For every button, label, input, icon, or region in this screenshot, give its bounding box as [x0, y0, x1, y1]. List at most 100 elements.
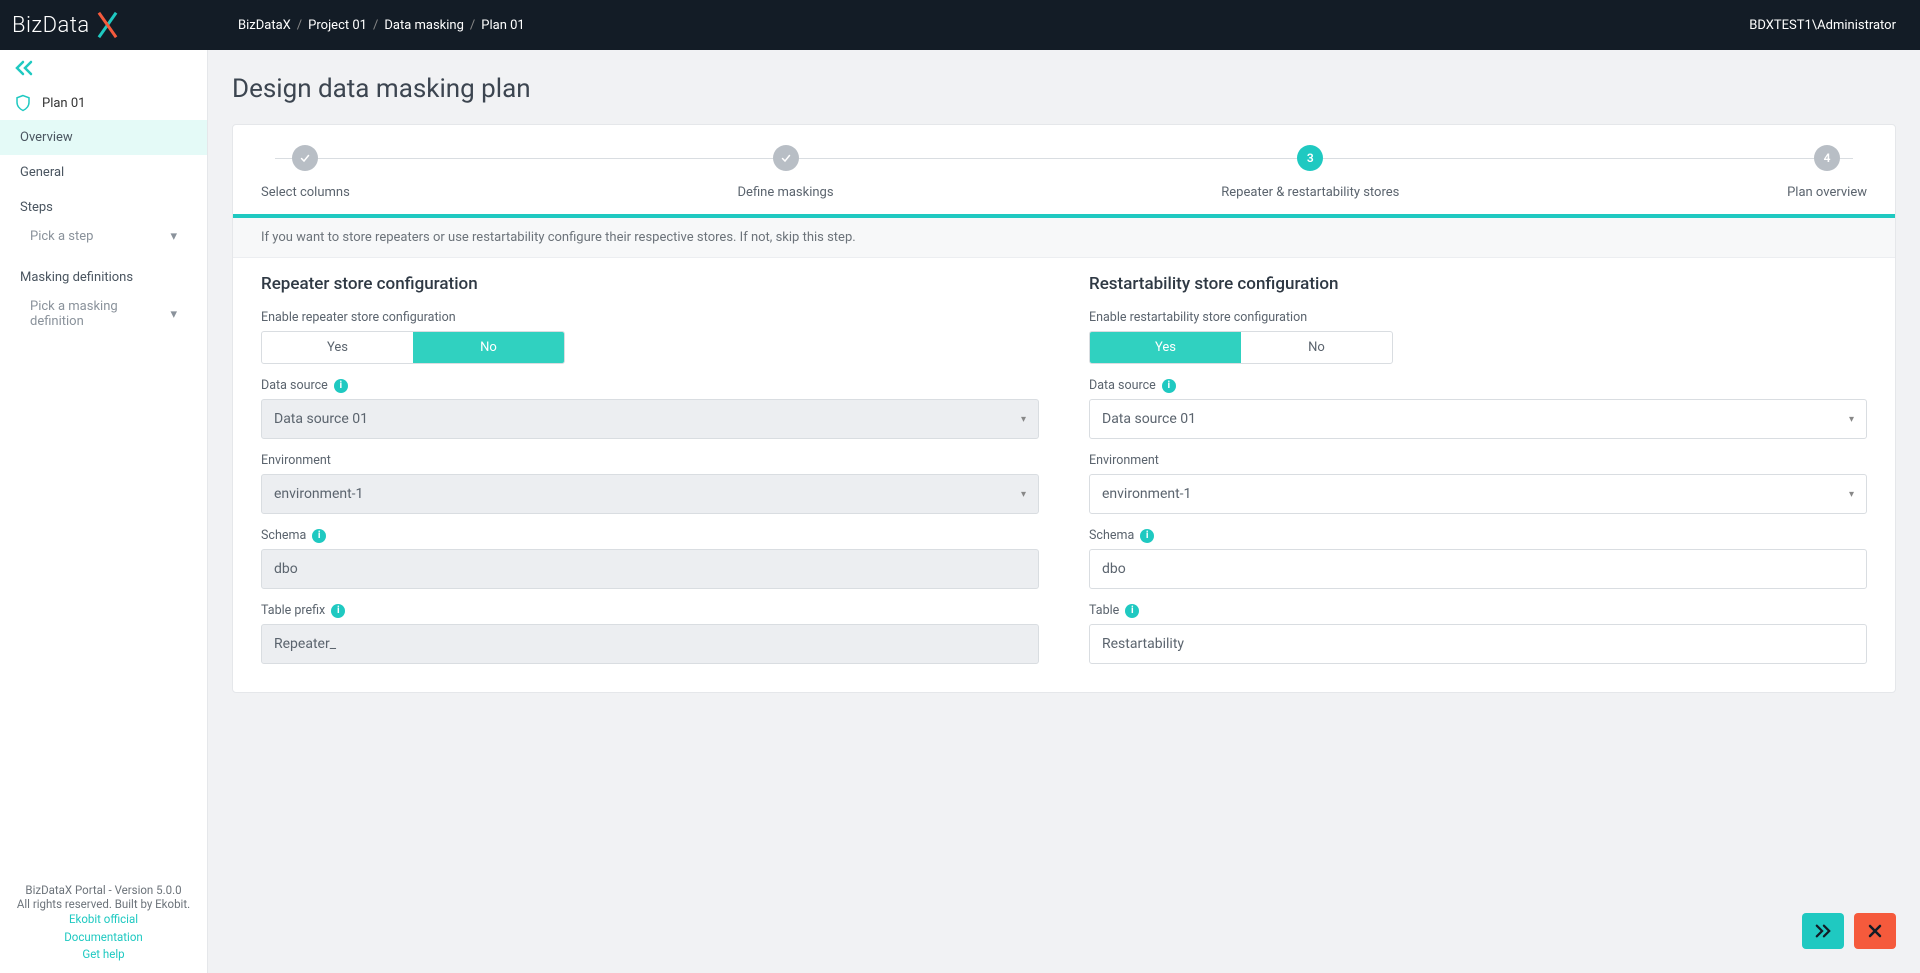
select-value: environment-1: [274, 486, 363, 502]
copyright: All rights reserved. Built by Ekobit.: [10, 897, 197, 911]
step-dot-active: 3: [1297, 145, 1323, 171]
sidebar-collapse-button[interactable]: [0, 50, 207, 86]
maskdef-picker[interactable]: Pick a masking definition ▾: [20, 291, 187, 337]
repeater-schema-label: Schema i: [261, 528, 1039, 543]
info-icon[interactable]: i: [1125, 604, 1139, 618]
repeater-environment-select[interactable]: environment-1 ▾: [261, 474, 1039, 514]
chevrons-left-icon: [14, 59, 34, 77]
sidebar-plan-header[interactable]: Plan 01: [0, 86, 207, 120]
breadcrumb-sep: /: [373, 18, 378, 33]
step-dot-todo: 4: [1814, 145, 1840, 171]
restart-schema-input[interactable]: dbo: [1089, 549, 1867, 589]
app-version: BizDataX Portal - Version 5.0.0: [10, 883, 197, 897]
app-logo: BizData: [0, 12, 208, 38]
restart-table-input[interactable]: Restartability: [1089, 624, 1867, 664]
toggle-no[interactable]: No: [413, 332, 564, 363]
check-icon: [780, 152, 792, 164]
sidebar: Plan 01 Overview General Steps Pick a st…: [0, 50, 208, 973]
sidebar-footer: BizDataX Portal - Version 5.0.0 All righ…: [0, 873, 207, 973]
plan-name: Plan 01: [42, 96, 85, 111]
toggle-yes[interactable]: Yes: [262, 332, 413, 363]
caret-down-icon: ▾: [1849, 414, 1854, 425]
maskdef-picker-placeholder: Pick a masking definition: [30, 299, 170, 329]
input-value: dbo: [1102, 561, 1126, 577]
repeater-datasource-label: Data source i: [261, 378, 1039, 393]
select-value: environment-1: [1102, 486, 1191, 502]
close-icon: [1868, 924, 1882, 938]
repeater-schema-input[interactable]: dbo: [261, 549, 1039, 589]
check-icon: [299, 152, 311, 164]
step-label: Select columns: [261, 185, 350, 200]
wizard-actions: [1802, 913, 1896, 949]
sidebar-item-overview[interactable]: Overview: [0, 120, 207, 155]
select-value: Data source 01: [274, 411, 368, 427]
breadcrumb-item[interactable]: Data masking: [384, 18, 464, 33]
repeater-tableprefix-label: Table prefix i: [261, 603, 1039, 618]
repeater-tableprefix-input[interactable]: Repeater_: [261, 624, 1039, 664]
toggle-yes[interactable]: Yes: [1090, 332, 1241, 363]
repeater-store-section: Repeater store configuration Enable repe…: [261, 274, 1039, 664]
caret-down-icon: ▾: [1021, 489, 1026, 500]
step-dot-done: [773, 145, 799, 171]
caret-down-icon: ▾: [170, 307, 177, 322]
breadcrumb-sep: /: [470, 18, 475, 33]
input-value: Repeater_: [274, 636, 336, 652]
restart-environment-select[interactable]: environment-1 ▾: [1089, 474, 1867, 514]
enable-restart-toggle[interactable]: Yes No: [1089, 331, 1393, 364]
restartability-store-section: Restartability store configuration Enabl…: [1089, 274, 1867, 664]
restart-datasource-label: Data source i: [1089, 378, 1867, 393]
app-header: BizData BizDataX / Project 01 / Data mas…: [0, 0, 1920, 50]
breadcrumb-item[interactable]: Plan 01: [481, 18, 524, 33]
steps-picker-placeholder: Pick a step: [30, 229, 93, 244]
sidebar-section-steps: Steps: [0, 190, 207, 221]
restart-environment-label: Environment: [1089, 453, 1867, 468]
step-repeater-restartability[interactable]: 3 Repeater & restartability stores: [1221, 145, 1399, 200]
restart-schema-label: Schema i: [1089, 528, 1867, 543]
cancel-button[interactable]: [1854, 913, 1896, 949]
info-icon[interactable]: i: [334, 379, 348, 393]
toggle-no[interactable]: No: [1241, 332, 1392, 363]
select-value: Data source 01: [1102, 411, 1196, 427]
step-label: Plan overview: [1787, 185, 1867, 200]
breadcrumb: BizDataX / Project 01 / Data masking / P…: [208, 18, 525, 33]
current-user[interactable]: BDXTEST1\Administrator: [1749, 18, 1896, 33]
page-title: Design data masking plan: [232, 74, 1896, 104]
footer-link-ekobit[interactable]: Ekobit official: [10, 911, 197, 928]
breadcrumb-item[interactable]: BizDataX: [238, 18, 291, 33]
sidebar-section-maskdef: Masking definitions: [0, 260, 207, 291]
enable-repeater-label: Enable repeater store configuration: [261, 310, 1039, 325]
wizard-card: Select columns Define maskings 3 Repeate…: [232, 124, 1896, 693]
step-label: Repeater & restartability stores: [1221, 185, 1399, 200]
restart-table-label: Table i: [1089, 603, 1867, 618]
info-icon[interactable]: i: [312, 529, 326, 543]
repeater-environment-label: Environment: [261, 453, 1039, 468]
sidebar-item-general[interactable]: General: [0, 155, 207, 190]
step-plan-overview[interactable]: 4 Plan overview: [1787, 145, 1867, 200]
info-icon[interactable]: i: [331, 604, 345, 618]
wizard-stepper: Select columns Define maskings 3 Repeate…: [233, 125, 1895, 214]
footer-link-docs[interactable]: Documentation: [10, 929, 197, 946]
restart-datasource-select[interactable]: Data source 01 ▾: [1089, 399, 1867, 439]
input-value: dbo: [274, 561, 298, 577]
steps-picker[interactable]: Pick a step ▾: [20, 221, 187, 252]
step-dot-done: [292, 145, 318, 171]
section-heading: Repeater store configuration: [261, 274, 1039, 294]
caret-down-icon: ▾: [170, 229, 177, 244]
step-define-maskings[interactable]: Define maskings: [738, 145, 834, 200]
breadcrumb-sep: /: [297, 18, 302, 33]
logo-x-icon: [92, 12, 124, 38]
input-value: Restartability: [1102, 636, 1184, 652]
info-icon[interactable]: i: [1162, 379, 1176, 393]
next-button[interactable]: [1802, 913, 1844, 949]
step-select-columns[interactable]: Select columns: [261, 145, 350, 200]
footer-link-help[interactable]: Get help: [10, 946, 197, 963]
repeater-datasource-select[interactable]: Data source 01 ▾: [261, 399, 1039, 439]
main-content: Design data masking plan Select columns …: [208, 50, 1920, 973]
logo-text: BizData: [12, 13, 90, 38]
enable-repeater-toggle[interactable]: Yes No: [261, 331, 565, 364]
info-icon[interactable]: i: [1140, 529, 1154, 543]
breadcrumb-item[interactable]: Project 01: [308, 18, 367, 33]
shield-icon: [14, 94, 32, 112]
chevrons-right-icon: [1814, 923, 1832, 939]
caret-down-icon: ▾: [1021, 414, 1026, 425]
